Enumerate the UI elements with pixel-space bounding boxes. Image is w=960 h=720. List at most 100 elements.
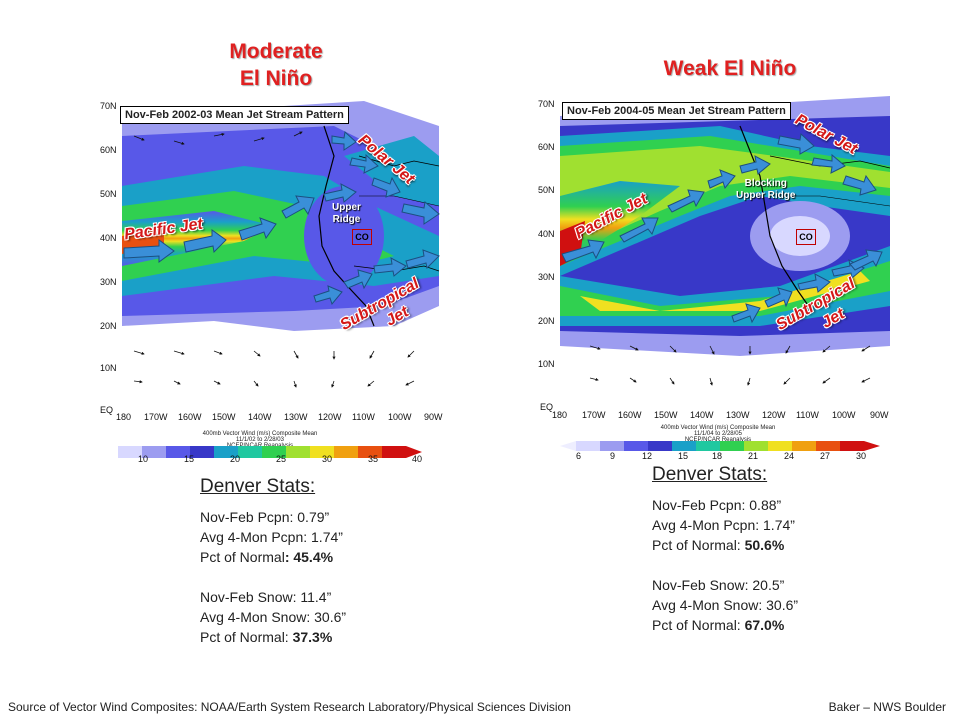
left-stats-line3-value: : 45.4% <box>284 549 334 565</box>
right-colorbar <box>560 441 880 451</box>
left-ridge-label: Upper Ridge <box>332 202 361 226</box>
left-wind-map: Nov-Feb 2002-03 Mean Jet Stream Pattern … <box>94 96 444 412</box>
left-lat-40n: 40N <box>100 233 117 243</box>
right-tick-12: 12 <box>642 451 653 461</box>
left-title-line1: Moderate <box>229 40 323 63</box>
right-map-svg <box>560 96 890 410</box>
left-colorbar-caption1: 400mb Vector Wind (m/s) Composite Mean <box>202 431 318 437</box>
left-lon-140w: 140W <box>248 412 272 422</box>
right-colorbar-caption2: 11/1/04 to 2/28/05 <box>694 431 742 437</box>
right-stats-line3: Pct of Normal: 50.6% <box>652 535 798 555</box>
left-lon-180: 180 <box>116 412 132 422</box>
left-stats-line1: Nov-Feb Pcpn: 0.79” <box>200 509 330 525</box>
left-lon-90w: 90W <box>424 412 443 422</box>
footer-source: Source of Vector Wind Composites: NOAA/E… <box>8 700 571 714</box>
left-stats-line6-label: Pct of Normal: <box>200 629 293 645</box>
left-lon-130w: 130W <box>284 412 308 422</box>
left-lat-20n: 20N <box>100 321 117 331</box>
right-stats-line3-value: 50.6% <box>744 537 785 553</box>
right-lon-110w: 110W <box>796 410 819 420</box>
right-colorbar-caption3: NCEP/NCAR Reanalysis <box>684 437 752 443</box>
right-stats-line1: Nov-Feb Pcpn: 0.88” <box>652 497 782 513</box>
left-lat-10n: 10N <box>100 363 117 373</box>
right-lat-40n: 40N <box>538 229 555 239</box>
left-lat-eq: EQ <box>100 405 114 415</box>
left-stats-line3-label: Pct of Normal <box>200 549 285 565</box>
right-lon-120w: 120W <box>762 410 786 420</box>
right-colorbar-caption: 400mb Vector Wind (m/s) Composite Mean 1… <box>638 425 798 443</box>
left-stats-line6: Pct of Normal: 37.3% <box>200 627 346 647</box>
right-ridge-label: Blocking Upper Ridge <box>736 178 795 202</box>
right-stats-line5: Avg 4-Mon Snow: 30.6” <box>652 597 799 613</box>
right-lat-30n: 30N <box>538 272 555 282</box>
left-map-svg <box>94 96 444 412</box>
right-lon-130w: 130W <box>726 410 750 420</box>
right-tick-24: 24 <box>784 451 795 461</box>
left-stats-line4: Nov-Feb Snow: 11.4” <box>200 589 332 605</box>
left-lon-150w: 150W <box>212 412 236 422</box>
right-panel-title: Weak El Niño <box>663 57 797 80</box>
left-lat-30n: 30N <box>100 277 117 287</box>
right-tick-27: 27 <box>820 451 831 461</box>
right-lon-140w: 140W <box>690 410 714 420</box>
right-stats-heading: Denver Stats: <box>652 464 768 485</box>
right-stats-line6: Pct of Normal: 67.0% <box>652 615 798 635</box>
right-lon-180: 180 <box>552 410 568 420</box>
left-lon-170w: 170W <box>144 412 168 422</box>
left-stats-line2: Avg 4-Mon Pcpn: 1.74” <box>200 529 343 545</box>
right-tick-18: 18 <box>712 451 723 461</box>
right-lat-70n: 70N <box>538 99 555 109</box>
left-tick-10: 10 <box>138 454 149 464</box>
left-lon-110w: 110W <box>352 412 375 422</box>
right-lon-150w: 150W <box>654 410 678 420</box>
left-co-marker: CO <box>352 229 372 245</box>
right-tick-6: 6 <box>576 451 582 461</box>
right-map-title: Nov-Feb 2004-05 Mean Jet Stream Pattern <box>562 102 791 120</box>
left-stats-line6-value: 37.3% <box>292 629 333 645</box>
right-lat-60n: 60N <box>538 142 555 152</box>
left-lon-100w: 100W <box>388 412 412 422</box>
right-stats-line4: Nov-Feb Snow: 20.5” <box>652 577 785 593</box>
right-stats-line6-label: Pct of Normal: <box>652 617 745 633</box>
right-stats-line2: Avg 4-Mon Pcpn: 1.74” <box>652 517 795 533</box>
right-denver-stats: Denver Stats: Nov-Feb Pcpn: 0.88” Avg 4-… <box>652 465 798 635</box>
left-lat-70n: 70N <box>100 101 117 111</box>
left-tick-20: 20 <box>230 454 241 464</box>
left-lat-60n: 60N <box>100 145 117 155</box>
left-tick-35: 35 <box>368 454 379 464</box>
right-ridge-line1: Blocking <box>744 178 787 189</box>
left-stats-heading: Denver Stats: <box>200 476 316 497</box>
right-lat-10n: 10N <box>538 359 555 369</box>
right-lat-20n: 20N <box>538 316 555 326</box>
right-tick-9: 9 <box>610 451 616 461</box>
left-tick-40: 40 <box>412 454 423 464</box>
footer-credit: Baker – NWS Boulder <box>828 700 946 714</box>
right-tick-15: 15 <box>678 451 689 461</box>
right-lon-170w: 170W <box>582 410 606 420</box>
left-denver-stats: Denver Stats: Nov-Feb Pcpn: 0.79” Avg 4-… <box>200 477 346 647</box>
right-ridge-line2: Upper Ridge <box>736 190 796 201</box>
left-lon-160w: 160W <box>178 412 202 422</box>
left-colorbar-caption2: 11/1/02 to 2/28/03 <box>236 437 284 443</box>
right-wind-map: Nov-Feb 2004-05 Mean Jet Stream Pattern … <box>560 96 890 410</box>
left-tick-15: 15 <box>184 454 195 464</box>
left-panel-title: Moderate El Niño <box>196 38 356 92</box>
right-colorbar-caption1: 400mb Vector Wind (m/s) Composite Mean <box>660 425 776 431</box>
right-tick-30: 30 <box>856 451 867 461</box>
right-lat-50n: 50N <box>538 185 555 195</box>
right-lon-90w: 90W <box>870 410 889 420</box>
left-title-line2: El Niño <box>239 67 313 90</box>
right-stats-line6-value: 67.0% <box>744 617 785 633</box>
right-tick-21: 21 <box>748 451 759 461</box>
left-ridge-line2: Ridge <box>332 214 361 225</box>
left-tick-30: 30 <box>322 454 333 464</box>
left-lon-120w: 120W <box>318 412 342 422</box>
right-lat-eq: EQ <box>540 402 554 412</box>
right-co-marker: CO <box>796 229 816 245</box>
left-map-title: Nov-Feb 2002-03 Mean Jet Stream Pattern <box>120 106 349 124</box>
left-ridge-line1: Upper <box>332 202 361 213</box>
right-lon-160w: 160W <box>618 410 642 420</box>
right-stats-line3-label: Pct of Normal: <box>652 537 745 553</box>
left-lat-50n: 50N <box>100 189 117 199</box>
left-colorbar <box>118 446 422 458</box>
